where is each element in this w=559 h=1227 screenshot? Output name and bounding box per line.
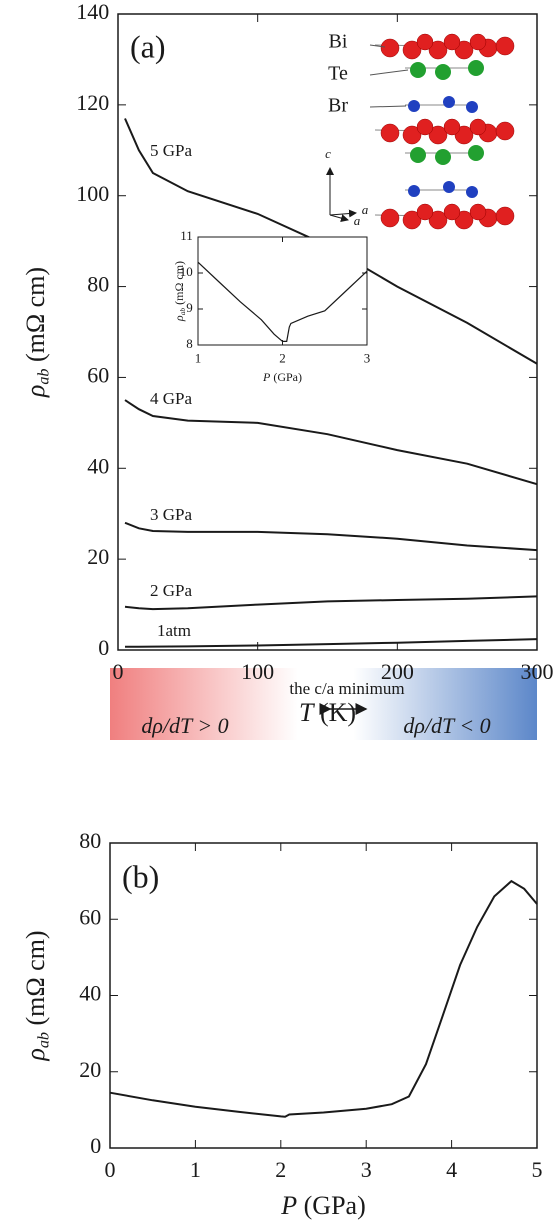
x-tick-label: 0 <box>113 659 124 684</box>
data-line <box>124 638 538 648</box>
axis-unit: (mΩ cm) <box>172 261 186 305</box>
panel-label: (a) <box>130 28 166 64</box>
x-tick-label: 3 <box>364 350 371 365</box>
axis-unit: (GPa) <box>273 370 302 384</box>
x-tick-label: 3 <box>361 1157 372 1182</box>
y-axis-label: ρab (mΩ cm) <box>21 930 52 1061</box>
data-line <box>124 399 538 486</box>
y-tick-label: 0 <box>98 635 109 660</box>
y-tick-label: 8 <box>186 336 193 351</box>
y-tick-label: 40 <box>79 981 101 1006</box>
crystal-axis-label: a <box>354 213 361 228</box>
x-tick-label: 4 <box>446 1157 457 1182</box>
axis-unit: (K) <box>320 698 356 727</box>
y-axis-label: ρab (mΩ cm) <box>21 267 52 398</box>
y-tick-label: 100 <box>76 181 109 206</box>
atom-label: Te <box>328 63 348 85</box>
plot-frame <box>117 13 538 651</box>
y-tick-label: 11 <box>180 228 193 243</box>
y-tick-label: 40 <box>87 453 109 478</box>
crystal-axis-label: a <box>362 202 369 217</box>
y-tick-label: 20 <box>79 1057 101 1082</box>
x-axis-label: T (K) <box>299 698 356 727</box>
series-label: 5 GPa <box>150 141 192 160</box>
series-label: 3 GPa <box>150 505 192 524</box>
data-line <box>124 595 538 611</box>
crystal-structure <box>326 33 515 230</box>
plot-frame <box>197 236 368 346</box>
crystal-axis-label: c <box>325 146 331 161</box>
data-line <box>109 879 538 1118</box>
axis-symbol: ρ <box>172 315 186 322</box>
x-tick-label: 2 <box>279 350 286 365</box>
x-tick-label: 2 <box>275 1157 286 1182</box>
axis-subscript: ab <box>35 1032 52 1048</box>
atom-label: Bi <box>329 31 348 53</box>
y-tick-label: 140 <box>76 0 109 24</box>
axis-symbol: ρ <box>21 385 50 398</box>
y-tick-label: 80 <box>87 272 109 297</box>
banner-right: dρ/dT < 0 <box>403 713 490 738</box>
axis-subscript: ab <box>35 369 52 385</box>
series-label: 2 GPa <box>150 581 192 600</box>
plot-frame <box>109 842 538 1149</box>
axis-symbol: P <box>262 370 271 384</box>
atom-label: Br <box>328 95 348 117</box>
banner-left: dρ/dT > 0 <box>141 713 228 738</box>
x-tick-label: 100 <box>241 659 274 684</box>
axis-unit: (mΩ cm) <box>21 930 50 1025</box>
series-label: 1atm <box>157 621 191 640</box>
y-tick-label: 80 <box>79 828 101 853</box>
axis-subscript: ab <box>178 308 187 316</box>
x-tick-label: 200 <box>381 659 414 684</box>
panel-label: (b) <box>122 858 159 894</box>
y-axis-label: ρab (mΩ cm) <box>172 261 187 322</box>
x-tick-label: 0 <box>105 1157 116 1182</box>
y-tick-label: 60 <box>87 362 109 387</box>
y-tick-label: 60 <box>79 904 101 929</box>
series-label: 4 GPa <box>150 389 192 408</box>
y-tick-label: 10 <box>180 264 193 279</box>
x-tick-label: 300 <box>521 659 554 684</box>
y-tick-label: 20 <box>87 544 109 569</box>
y-tick-label: 120 <box>76 90 109 115</box>
x-tick-label: 5 <box>532 1157 543 1182</box>
x-tick-label: 1 <box>195 350 202 365</box>
axis-symbol: P <box>280 1191 297 1220</box>
banner-note: the c/a minimum <box>289 679 404 698</box>
x-tick-label: 1 <box>190 1157 201 1182</box>
data-line <box>197 261 368 342</box>
y-tick-label: 0 <box>90 1133 101 1158</box>
x-axis-label: P (GPa) <box>280 1191 365 1220</box>
y-tick-label: 9 <box>186 300 193 315</box>
data-line <box>124 521 538 552</box>
x-axis-label: P (GPa) <box>262 370 302 384</box>
axis-symbol: ρ <box>21 1048 50 1061</box>
axis-unit: (mΩ cm) <box>21 267 50 362</box>
axis-unit: (GPa) <box>304 1191 366 1220</box>
data-line <box>124 118 538 365</box>
axis-symbol: T <box>299 698 315 727</box>
